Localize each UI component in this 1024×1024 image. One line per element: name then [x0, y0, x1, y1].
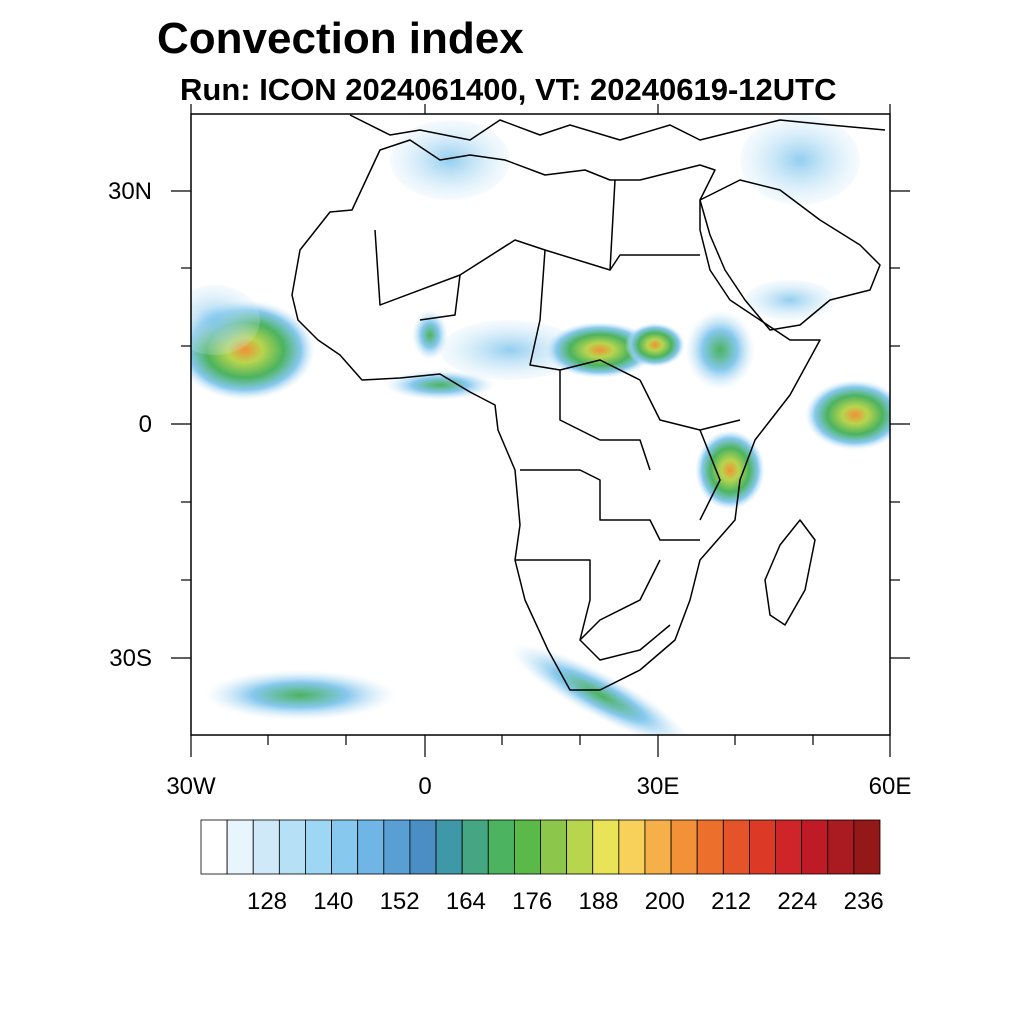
- colorbar-label: 200: [644, 888, 685, 915]
- colorbar-swatch: [331, 819, 359, 875]
- colorbar-swatch: [592, 819, 620, 875]
- lon-label-60e: 60E: [868, 773, 912, 800]
- colorbar-label: 236: [843, 888, 884, 915]
- colorbar-swatch: [252, 819, 280, 875]
- colorbar-swatch: [644, 819, 672, 875]
- colorbar-swatch: [670, 819, 698, 875]
- colorbar-swatch: [435, 819, 463, 875]
- colorbar-swatch: [513, 819, 541, 875]
- colorbar-swatch: [540, 819, 568, 875]
- colorbar-swatch: [200, 819, 228, 875]
- colorbar-label: 128: [246, 888, 288, 915]
- convection-field: [191, 115, 890, 735]
- lon-label-30w: 30W: [166, 773, 216, 800]
- colorbar-swatch: [618, 819, 646, 875]
- colorbar-swatch: [226, 819, 254, 875]
- colorbar-label: 140: [313, 888, 354, 915]
- colorbar-swatch: [487, 819, 515, 875]
- colorbar-swatch: [722, 819, 750, 875]
- colorbar-swatch: [383, 819, 411, 875]
- lon-label-30e: 30E: [636, 773, 680, 800]
- map-frame: [190, 113, 891, 736]
- axis-ticks: [171, 104, 910, 757]
- lat-label-30s: 30S: [109, 645, 152, 672]
- colorbar-label: 152: [379, 888, 420, 915]
- coastlines: [291, 114, 886, 691]
- lat-label-0: 0: [138, 411, 152, 438]
- colorbar-swatch: [827, 819, 855, 875]
- colorbar-swatch: [853, 819, 881, 875]
- colorbar-swatch: [305, 819, 332, 875]
- colorbar-swatch: [357, 819, 385, 875]
- colorbar-swatch: [775, 819, 803, 875]
- colorbar-swatch: [696, 819, 724, 875]
- colorbar-swatch: [749, 819, 776, 875]
- colorbar-label: 164: [445, 888, 486, 915]
- colorbar-label: 188: [578, 888, 619, 915]
- colorbar-swatch: [461, 819, 489, 875]
- colorbar-label: 212: [711, 888, 752, 915]
- colorbar: [200, 819, 881, 875]
- colorbar-swatch: [278, 819, 306, 875]
- chart-subtitle: Run: ICON 2024061400, VT: 20240619-12UTC: [180, 72, 837, 107]
- colorbar-swatch: [409, 819, 437, 875]
- colorbar-label: 176: [512, 888, 553, 915]
- colorbar-swatch: [801, 819, 829, 875]
- lon-label-0: 0: [418, 773, 432, 800]
- colorbar-label: 224: [777, 888, 818, 915]
- lat-label-30n: 30N: [107, 178, 152, 205]
- chart-title: Convection index: [157, 14, 524, 63]
- colorbar-swatch: [566, 819, 594, 875]
